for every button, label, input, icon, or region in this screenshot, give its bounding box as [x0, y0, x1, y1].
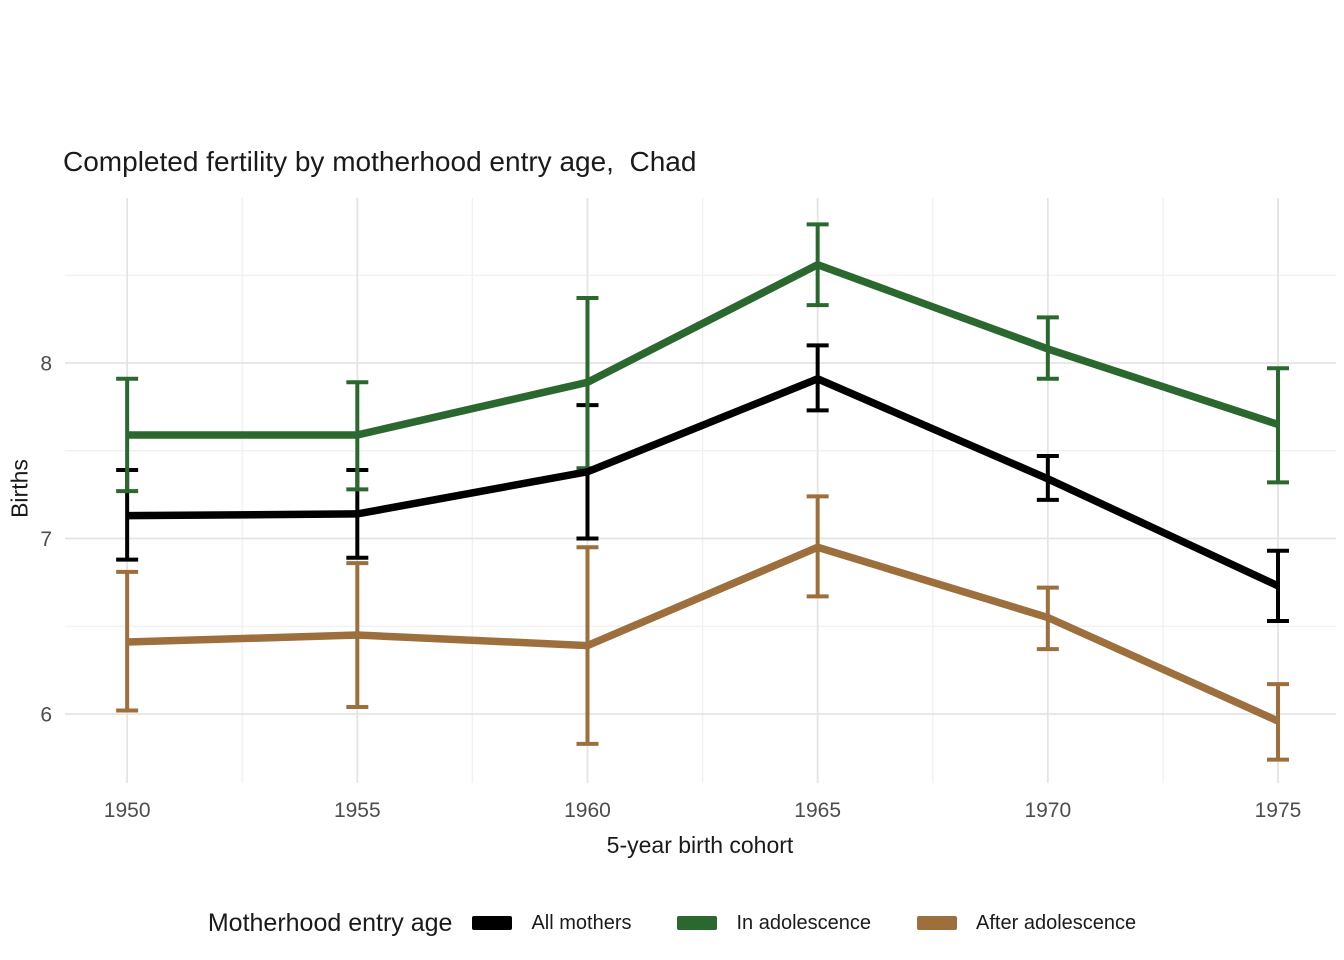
series-line: [127, 374, 1280, 590]
x-tick-label: 1955: [334, 799, 381, 822]
legend-label-after-adolescence: After adolescence: [976, 911, 1137, 934]
legend-swatch-in-adolescence: [677, 916, 718, 930]
legend-label-in-adolescence: In adolescence: [736, 911, 872, 934]
y-tick-label: 6: [40, 704, 52, 727]
series-line: [127, 260, 1280, 439]
x-tick-label: 1970: [1024, 799, 1071, 822]
y-tick-label: 7: [40, 528, 52, 551]
legend-item-all-mothers: All mothers: [472, 912, 631, 935]
plot-area: 6 7 8 1950 1955 1960 1965 1970 1975: [40, 198, 1336, 822]
legend-item-after-adolescence: After adolescence: [917, 912, 1136, 935]
x-tick-label: 1960: [564, 799, 611, 822]
x-axis-title: 5-year birth cohort: [606, 832, 794, 858]
legend-title: Motherhood entry age: [207, 908, 453, 937]
x-tick-label: 1965: [794, 799, 841, 822]
series-line: [127, 543, 1280, 725]
legend-swatch-after-adolescence: [917, 916, 958, 930]
legend-item-in-adolescence: In adolescence: [677, 912, 871, 935]
legend: Motherhood entry age All mothers In adol…: [0, 901, 1344, 945]
y-axis-title: Births: [6, 459, 33, 518]
chart-title: Completed fertility by motherhood entry …: [63, 146, 697, 177]
legend-swatch-all-mothers: [472, 916, 513, 930]
y-tick-label: 8: [40, 352, 52, 375]
x-tick-label: 1950: [104, 799, 151, 822]
x-tick-label: 1975: [1255, 799, 1302, 822]
legend-label-all-mothers: All mothers: [531, 911, 632, 934]
